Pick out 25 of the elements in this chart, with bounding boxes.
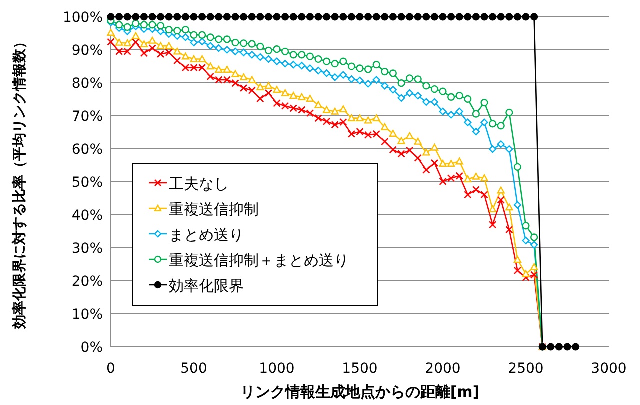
x-tick-label: 500	[180, 361, 208, 377]
legend-label: 重複送信抑制	[169, 200, 259, 218]
x-tick-label: 1000	[259, 361, 295, 377]
x-tick-label: 0	[106, 361, 116, 377]
x-tick-label: 3000	[591, 361, 627, 377]
y-tick-label: 0%	[80, 340, 103, 356]
y-tick-label: 60%	[72, 142, 103, 158]
x-tick-label: 2500	[508, 361, 544, 377]
legend-label: まとめ送り	[169, 226, 244, 244]
y-tick-label: 10%	[72, 307, 103, 323]
legend-label: 重複送信抑制＋まとめ送り	[169, 252, 349, 270]
y-tick-label: 90%	[72, 43, 103, 59]
y-tick-label: 20%	[72, 274, 103, 290]
y-tick-label: 100%	[62, 10, 103, 26]
y-tick-label: 50%	[72, 175, 103, 191]
x-tick-label: 1500	[342, 361, 378, 377]
y-tick-label: 80%	[72, 76, 103, 92]
y-tick-label: 40%	[72, 208, 103, 224]
legend-label: 工夫なし	[169, 175, 229, 193]
y-axis-title: 効率化限界に対する比率（平均リンク情報数）	[11, 35, 28, 330]
y-tick-label: 70%	[72, 109, 103, 125]
y-tick-label: 30%	[72, 241, 103, 257]
x-axis-title: リンク情報生成地点からの距離[m]	[240, 383, 480, 401]
x-tick-label: 2000	[425, 361, 461, 377]
legend-label: 効率化限界	[169, 277, 244, 295]
